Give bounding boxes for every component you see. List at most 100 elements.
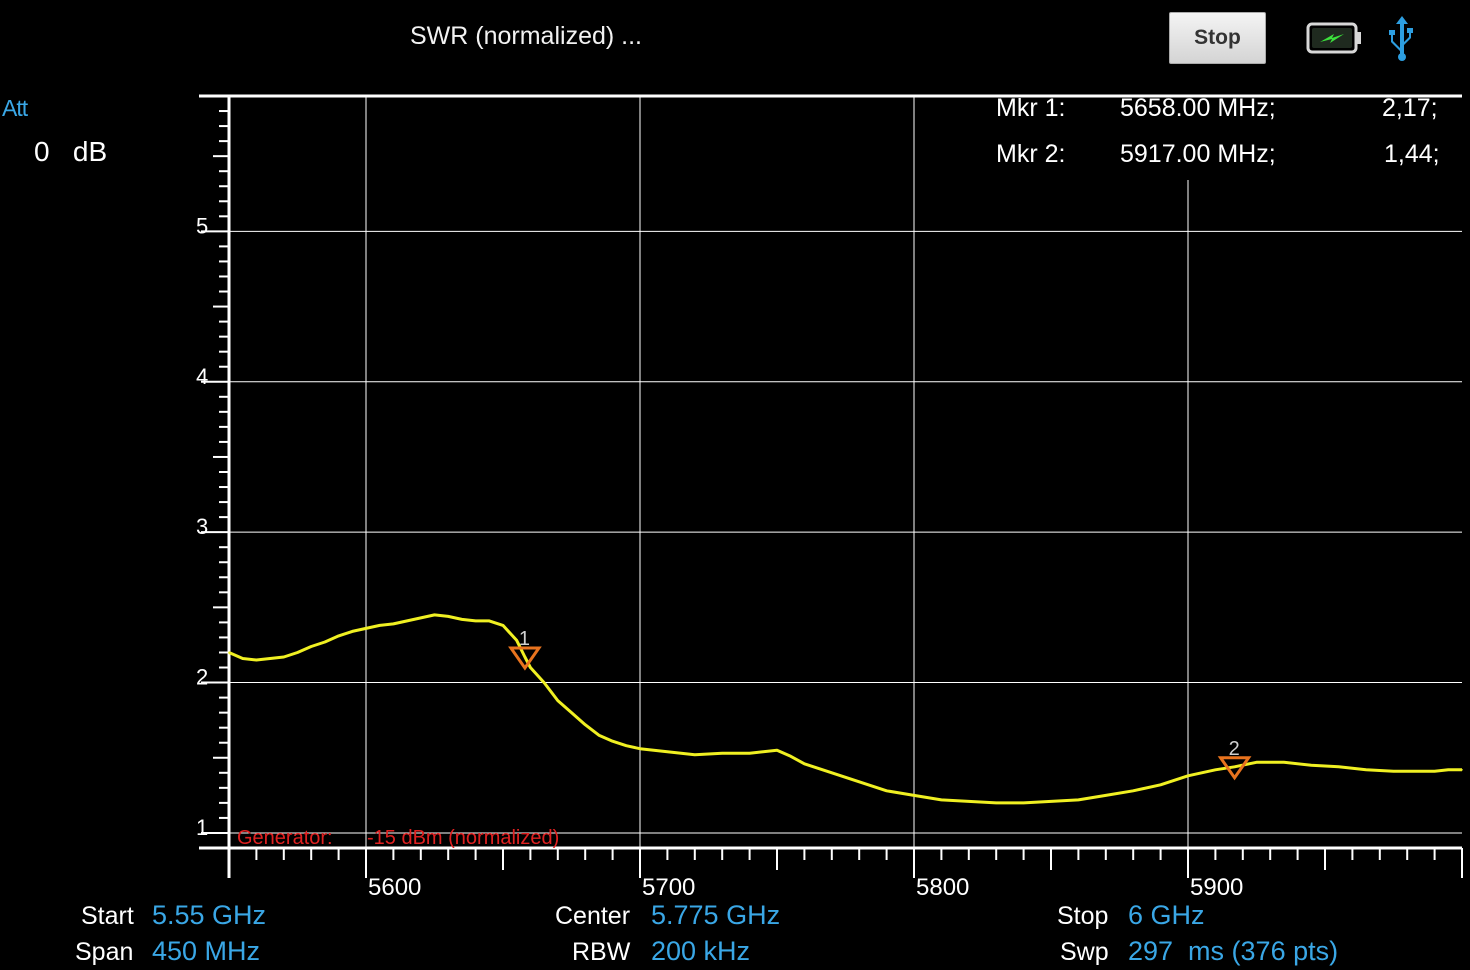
trace-point (598, 734, 600, 736)
trace-point (296, 651, 299, 654)
x-tick-label: 5900 (1190, 874, 1243, 901)
trace-point (392, 623, 395, 625)
trace-point (269, 657, 271, 660)
trace-point (543, 681, 545, 684)
marker-2-id: 2 (1229, 738, 1240, 760)
page-title: SWR (normalized) ... (410, 22, 642, 50)
trace-point (721, 752, 723, 755)
trace-point (420, 617, 422, 619)
trace-point (1310, 764, 1313, 767)
trace-point (584, 723, 586, 726)
trace-point (940, 799, 943, 801)
trace-point (803, 762, 806, 765)
trace-point (502, 624, 504, 627)
marker-2-label: Mkr 2: (996, 140, 1066, 168)
trace-point (351, 630, 354, 633)
trace-point (1420, 770, 1422, 773)
trace-point (406, 620, 408, 622)
x-tick-label: 5600 (368, 874, 421, 901)
trace-point (1447, 768, 1450, 771)
attenuation-label: Att (2, 95, 28, 121)
attenuation-unit: dB (72, 136, 108, 167)
stop-label: Stop (1057, 902, 1109, 930)
rbw-label: RBW (572, 938, 631, 966)
attenuation-value: 0 dB (34, 136, 107, 168)
rbw-value[interactable]: 200 kHz (651, 936, 751, 966)
trace-point (1461, 768, 1463, 771)
trace-point (557, 699, 559, 702)
trace-point (1132, 790, 1134, 792)
y-tick-label: 2 (196, 665, 208, 690)
trace-point (1283, 761, 1285, 764)
generator-value: -15 dBm (normalized) (367, 827, 559, 849)
trace-point (570, 711, 573, 714)
y-tick-label: 3 (196, 514, 208, 539)
trace-point (1214, 768, 1217, 771)
trace-point (639, 747, 641, 750)
trace-point (524, 656, 526, 658)
trace-point (255, 659, 258, 661)
center-value[interactable]: 5.775 GHz (651, 900, 781, 930)
trace-point (324, 641, 326, 643)
center-label: Center (555, 902, 631, 930)
trace-point (378, 624, 381, 627)
trace-point (748, 752, 751, 755)
stop-value[interactable]: 6 GHz (1128, 900, 1205, 930)
trace-point (666, 750, 669, 753)
trace-point (529, 666, 532, 669)
trace-point (228, 651, 230, 654)
trace-point (447, 615, 450, 618)
trace-point (515, 639, 518, 642)
attenuation-number: 0 (34, 136, 50, 167)
trace-point (995, 802, 997, 804)
sweep-value[interactable]: 297 ms (376 pts) (1128, 936, 1339, 966)
trace-point (1233, 765, 1236, 768)
trace-point (968, 800, 970, 803)
marker-1-frequency: 5658.00 MHz; (1120, 94, 1276, 122)
trace-point (1050, 800, 1052, 803)
trace-point (365, 627, 367, 630)
marker-1-triangle (508, 646, 542, 671)
trace-point (1392, 770, 1395, 773)
span-label: Span (75, 938, 134, 966)
trace-point (310, 645, 313, 648)
sweep-label: Swp (1060, 938, 1109, 966)
trace-point (858, 781, 860, 783)
trace-point (1187, 775, 1189, 777)
x-tick-label: 5700 (642, 874, 695, 901)
marker-2-value: 1,44; (1384, 140, 1440, 168)
trace-point (1365, 768, 1367, 771)
marker-1-value: 2,17; (1382, 94, 1438, 122)
trace-point (488, 620, 491, 622)
x-tick-label: 5800 (916, 874, 969, 901)
trace-point (461, 618, 463, 621)
trace-point (1022, 802, 1025, 804)
trace-point (283, 656, 285, 658)
trace-point (337, 635, 340, 637)
trace-point (1433, 770, 1436, 773)
trace-point (1337, 765, 1340, 768)
generator-label: Generator: (237, 827, 333, 849)
marker-1-label: Mkr 1: (996, 94, 1066, 122)
y-tick-label: 5 (196, 213, 208, 238)
trace-point (913, 794, 915, 797)
trace-point (831, 772, 833, 774)
marker-1-id: 1 (519, 628, 530, 650)
trace-point (1077, 799, 1080, 801)
trace-point (789, 755, 792, 758)
start-value[interactable]: 5.55 GHz (152, 900, 267, 930)
trace-point (474, 620, 477, 622)
span-value[interactable]: 450 MHz (152, 936, 261, 966)
trace-point (625, 744, 628, 747)
marker-2-frequency: 5917.00 MHz; (1120, 140, 1276, 168)
trace-point (1105, 794, 1107, 797)
trace-point (885, 790, 888, 792)
trace-point (776, 749, 778, 752)
marker-2-triangle (1217, 756, 1252, 781)
swr-trace (228, 613, 1462, 805)
y-tick-label: 1 (196, 815, 208, 840)
stop-button[interactable]: Stop (1169, 12, 1266, 64)
trace-point (241, 657, 244, 660)
y-tick-label: 4 (196, 364, 208, 389)
trace-point (1255, 761, 1258, 764)
